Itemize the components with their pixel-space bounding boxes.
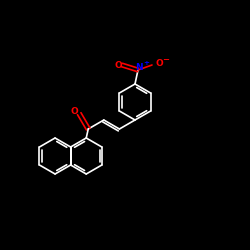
Text: +: + xyxy=(143,60,149,66)
Text: O: O xyxy=(70,107,78,116)
Text: O: O xyxy=(155,58,163,68)
Text: O: O xyxy=(114,60,122,70)
Text: −: − xyxy=(162,56,170,64)
Text: N: N xyxy=(135,64,143,72)
